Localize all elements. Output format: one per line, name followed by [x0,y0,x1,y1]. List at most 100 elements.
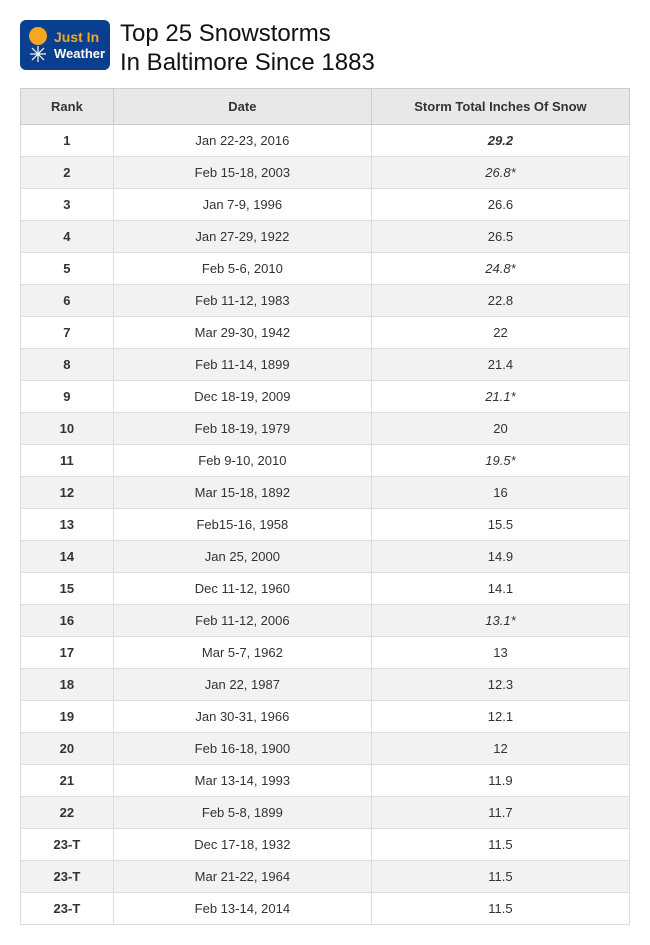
cell-date: Jan 27-29, 1922 [113,220,371,252]
cell-date: Feb 5-6, 2010 [113,252,371,284]
cell-rank: 15 [21,572,114,604]
cell-snow: 29.2 [371,124,629,156]
cell-date: Mar 15-18, 1892 [113,476,371,508]
table-row: 14Jan 25, 200014.9 [21,540,630,572]
table-row: 19Jan 30-31, 196612.1 [21,700,630,732]
table-row: 21Mar 13-14, 199311.9 [21,764,630,796]
cell-rank: 18 [21,668,114,700]
cell-date: Dec 17-18, 1932 [113,828,371,860]
table-row: 4Jan 27-29, 192226.5 [21,220,630,252]
table-row: 12Mar 15-18, 189216 [21,476,630,508]
cell-rank: 6 [21,284,114,316]
cell-rank: 23-T [21,892,114,924]
header: Just In Weather Top 25 Snowstorms In Bal… [20,20,630,78]
cell-snow: 22.8 [371,284,629,316]
cell-date: Jan 22-23, 2016 [113,124,371,156]
table-row: 18Jan 22, 198712.3 [21,668,630,700]
col-header-date: Date [113,88,371,124]
page-title: Top 25 Snowstorms In Baltimore Since 188… [120,20,375,78]
table-row: 3Jan 7-9, 199626.6 [21,188,630,220]
table-row: 10Feb 18-19, 197920 [21,412,630,444]
cell-snow: 11.5 [371,892,629,924]
cell-date: Feb 13-14, 2014 [113,892,371,924]
cell-snow: 22 [371,316,629,348]
table-row: 1Jan 22-23, 201629.2 [21,124,630,156]
cell-date: Jan 30-31, 1966 [113,700,371,732]
cell-date: Mar 13-14, 1993 [113,764,371,796]
cell-snow: 26.5 [371,220,629,252]
cell-rank: 20 [21,732,114,764]
col-header-snow: Storm Total Inches Of Snow [371,88,629,124]
cell-snow: 26.6 [371,188,629,220]
cell-snow: 12.1 [371,700,629,732]
table-row: 16Feb 11-12, 200613.1* [21,604,630,636]
cell-date: Feb 9-10, 2010 [113,444,371,476]
cell-rank: 2 [21,156,114,188]
cell-snow: 12.3 [371,668,629,700]
cell-snow: 11.9 [371,764,629,796]
cell-rank: 5 [21,252,114,284]
cell-rank: 13 [21,508,114,540]
table-row: 5Feb 5-6, 201024.8* [21,252,630,284]
cell-rank: 7 [21,316,114,348]
cell-date: Mar 29-30, 1942 [113,316,371,348]
table-body: 1Jan 22-23, 201629.22Feb 15-18, 200326.8… [21,124,630,924]
cell-rank: 19 [21,700,114,732]
table-header-row: Rank Date Storm Total Inches Of Snow [21,88,630,124]
cell-date: Jan 22, 1987 [113,668,371,700]
cell-snow: 21.1* [371,380,629,412]
cell-date: Feb15-16, 1958 [113,508,371,540]
logo-text-top: Just In [54,29,99,45]
cell-rank: 12 [21,476,114,508]
cell-snow: 11.5 [371,860,629,892]
table-row: 11Feb 9-10, 201019.5* [21,444,630,476]
table-row: 9Dec 18-19, 200921.1* [21,380,630,412]
cell-date: Jan 7-9, 1996 [113,188,371,220]
cell-snow: 21.4 [371,348,629,380]
cell-date: Feb 11-14, 1899 [113,348,371,380]
cell-snow: 11.7 [371,796,629,828]
cell-date: Feb 11-12, 2006 [113,604,371,636]
cell-snow: 14.9 [371,540,629,572]
table-row: 6Feb 11-12, 198322.8 [21,284,630,316]
table-row: 23-TFeb 13-14, 201411.5 [21,892,630,924]
cell-date: Dec 18-19, 2009 [113,380,371,412]
table-row: 23-TDec 17-18, 193211.5 [21,828,630,860]
cell-snow: 15.5 [371,508,629,540]
table-row: 13Feb15-16, 195815.5 [21,508,630,540]
logo: Just In Weather [20,20,110,70]
cell-rank: 10 [21,412,114,444]
cell-rank: 14 [21,540,114,572]
col-header-rank: Rank [21,88,114,124]
cell-rank: 11 [21,444,114,476]
cell-rank: 21 [21,764,114,796]
cell-date: Feb 16-18, 1900 [113,732,371,764]
title-line-2: In Baltimore Since 1883 [120,49,375,76]
cell-rank: 23-T [21,828,114,860]
table-row: 7Mar 29-30, 194222 [21,316,630,348]
cell-snow: 13 [371,636,629,668]
table-row: 23-TMar 21-22, 196411.5 [21,860,630,892]
cell-rank: 16 [21,604,114,636]
cell-rank: 1 [21,124,114,156]
table-row: 17Mar 5-7, 196213 [21,636,630,668]
cell-rank: 17 [21,636,114,668]
table-row: 22Feb 5-8, 189911.7 [21,796,630,828]
logo-text-bottom: Weather [54,46,105,61]
cell-rank: 23-T [21,860,114,892]
cell-date: Feb 18-19, 1979 [113,412,371,444]
cell-snow: 19.5* [371,444,629,476]
cell-snow: 12 [371,732,629,764]
cell-date: Dec 11-12, 1960 [113,572,371,604]
cell-date: Mar 21-22, 1964 [113,860,371,892]
title-line-1: Top 25 Snowstorms [120,20,331,47]
cell-date: Feb 11-12, 1983 [113,284,371,316]
cell-date: Mar 5-7, 1962 [113,636,371,668]
cell-rank: 8 [21,348,114,380]
cell-rank: 9 [21,380,114,412]
cell-snow: 16 [371,476,629,508]
snowstorm-table: Rank Date Storm Total Inches Of Snow 1Ja… [20,88,630,925]
cell-date: Jan 25, 2000 [113,540,371,572]
cell-rank: 4 [21,220,114,252]
table-row: 2Feb 15-18, 200326.8* [21,156,630,188]
